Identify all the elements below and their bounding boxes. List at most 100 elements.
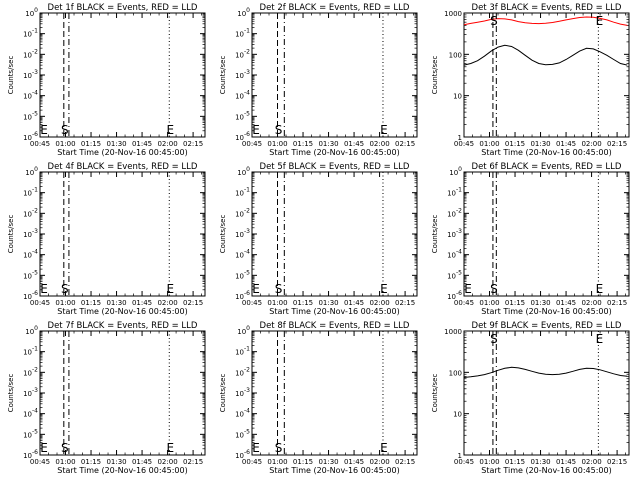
x-axis-label: Start Time (20-Nov-16 00:45:00) [57, 466, 187, 475]
marker-label-e: E [380, 123, 388, 137]
x-tick-label: 01:15 [293, 140, 313, 148]
panel-title: Det 5f BLACK = Events, RED = LLD [260, 162, 410, 172]
y-tick-label: 10-3 [23, 228, 38, 239]
x-tick-label: 00:45 [454, 140, 474, 148]
panel-det-9f: Det 9f BLACK = Events, RED = LLD Counts/s… [431, 321, 630, 475]
y-tick-label: 10-3 [235, 228, 250, 239]
x-tick-label: 01:45 [132, 140, 152, 148]
x-axis-label: Start Time (20-Nov-16 00:45:00) [481, 466, 611, 475]
y-tick-label: 10-1 [235, 28, 250, 39]
x-tick-label: 01:30 [106, 140, 126, 148]
y-tick-label: 10-1 [235, 346, 250, 357]
y-tick-label: 10-5 [447, 269, 462, 280]
y-tick-label: 10-4 [235, 249, 250, 260]
y-tick-label: 10-4 [23, 408, 38, 419]
x-tick-label: 01:00 [479, 299, 499, 307]
y-tick-label: 10-2 [235, 48, 250, 59]
x-tick-label: 02:15 [607, 299, 627, 307]
marker-label-s: S [490, 282, 498, 296]
y-tick-label: 10-3 [23, 69, 38, 80]
panel-det-6f: Det 6f BLACK = Events, RED = LLD Counts/s… [431, 162, 630, 316]
x-tick-label: 01:15 [293, 299, 313, 307]
x-tick-label: 01:45 [344, 299, 364, 307]
y-tick-label: 10-1 [23, 28, 38, 39]
plot-frame [463, 330, 630, 456]
x-tick-label: 01:15 [505, 458, 525, 466]
x-tick-label: 02:15 [183, 140, 203, 148]
y-axis-label: Counts/sec [431, 56, 439, 95]
x-tick-label: 01:00 [55, 458, 75, 466]
y-tick-label: 10-5 [23, 269, 38, 280]
marker-label-e: E [252, 282, 260, 296]
marker-label-e: E [596, 14, 604, 28]
y-tick-label: 10-6 [447, 290, 462, 301]
x-tick-label: 01:30 [318, 299, 338, 307]
x-tick-label: 01:45 [344, 458, 364, 466]
x-tick-label: 01:45 [344, 140, 364, 148]
marker-label-e: E [596, 332, 604, 346]
y-tick-label: 10-4 [235, 90, 250, 101]
y-axis-label: Counts/sec [7, 374, 15, 413]
x-tick-label: 01:15 [505, 140, 525, 148]
marker-label-e: E [40, 441, 48, 455]
x-tick-label: 01:00 [267, 140, 287, 148]
x-tick-label: 01:45 [556, 140, 576, 148]
y-tick-label: 1 [458, 134, 462, 142]
x-tick-label: 01:30 [318, 140, 338, 148]
y-tick-label: 10-6 [23, 131, 38, 142]
y-tick-label: 10-6 [23, 290, 38, 301]
x-tick-label: 02:00 [157, 299, 177, 307]
x-tick-label: 02:15 [183, 299, 203, 307]
y-tick-label: 10-5 [23, 428, 38, 439]
y-tick-label: 1 [458, 452, 462, 460]
y-axis-label: Counts/sec [7, 215, 15, 254]
x-tick-label: 01:45 [556, 299, 576, 307]
panel-title: Det 1f BLACK = Events, RED = LLD [48, 3, 198, 13]
y-tick-label: 10-2 [235, 207, 250, 218]
y-tick-label: 10-4 [23, 90, 38, 101]
marker-label-s: S [275, 123, 283, 137]
plot-frame [39, 12, 206, 138]
marker-label-s: S [61, 441, 69, 455]
panel-title: Det 4f BLACK = Events, RED = LLD [48, 162, 198, 172]
lld-rate-line [463, 16, 628, 26]
x-axis-label: Start Time (20-Nov-16 00:45:00) [57, 307, 187, 316]
panel-det-2f: Det 2f BLACK = Events, RED = LLD Counts/s… [219, 3, 418, 157]
panel-det-5f: Det 5f BLACK = Events, RED = LLD Counts/s… [219, 162, 418, 316]
x-tick-label: 02:15 [183, 458, 203, 466]
y-axis-label: Counts/sec [431, 374, 439, 413]
panel-title: Det 2f BLACK = Events, RED = LLD [260, 3, 410, 13]
x-tick-label: 02:15 [395, 458, 415, 466]
x-tick-label: 02:15 [607, 140, 627, 148]
y-tick-label: 100 [449, 166, 462, 177]
marker-label-e: E [380, 282, 388, 296]
plot-frame [463, 12, 630, 138]
x-axis-label: Start Time (20-Nov-16 00:45:00) [481, 148, 611, 157]
plot-frame [39, 330, 206, 456]
y-tick-label: 10 [453, 93, 462, 101]
marker-label-s: S [61, 282, 69, 296]
x-tick-label: 01:30 [530, 299, 550, 307]
panel-det-3f: Det 3f BLACK = Events, RED = LLD Counts/s… [431, 3, 630, 157]
x-tick-label: 00:45 [30, 299, 50, 307]
panel-det-1f: Det 1f BLACK = Events, RED = LLD Counts/s… [7, 3, 206, 157]
events-rate-line [463, 366, 628, 378]
x-axis-label: Start Time (20-Nov-16 00:45:00) [269, 307, 399, 316]
x-tick-label: 02:15 [395, 140, 415, 148]
x-tick-label: 01:15 [81, 458, 101, 466]
panel-det-8f: Det 8f BLACK = Events, RED = LLD Counts/s… [219, 321, 418, 475]
y-tick-label: 10-5 [235, 428, 250, 439]
y-tick-label: 100 [25, 7, 38, 18]
y-tick-label: 10-3 [235, 387, 250, 398]
x-tick-label: 01:15 [81, 140, 101, 148]
y-axis-label: Counts/sec [7, 56, 15, 95]
y-tick-label: 10-1 [23, 187, 38, 198]
marker-label-s: S [275, 441, 283, 455]
x-tick-label: 02:00 [369, 299, 389, 307]
marker-label-s: S [490, 14, 498, 28]
x-tick-label: 01:30 [530, 140, 550, 148]
x-tick-label: 01:30 [106, 299, 126, 307]
x-tick-label: 02:00 [581, 458, 601, 466]
x-tick-label: 01:15 [293, 458, 313, 466]
